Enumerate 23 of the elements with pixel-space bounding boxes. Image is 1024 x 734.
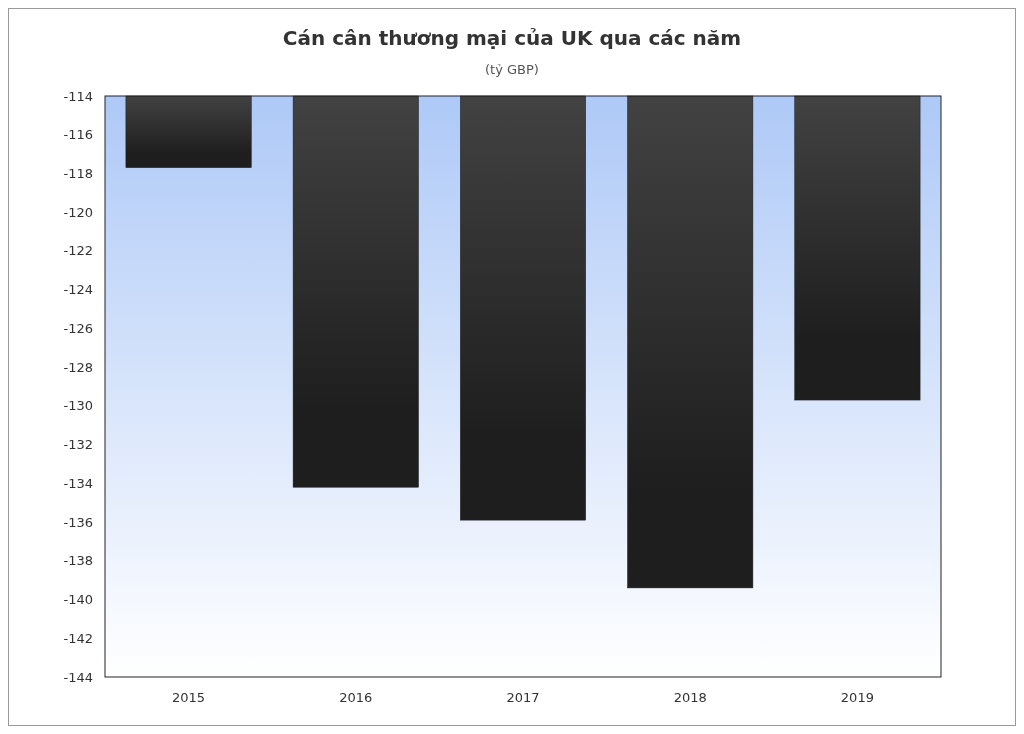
y-tick-label: -142 xyxy=(63,630,93,646)
y-tick-label: -118 xyxy=(63,166,93,182)
chart-title: Cán cân thương mại của UK qua các năm xyxy=(282,26,742,50)
y-tick-label: -140 xyxy=(63,592,93,608)
y-tick-label: -128 xyxy=(63,359,93,375)
x-tick-label: 2019 xyxy=(840,690,874,705)
chart-subtitle: (tỷ GBP) xyxy=(485,62,539,77)
y-tick-label: -130 xyxy=(63,398,93,414)
x-tick-label: 2016 xyxy=(339,690,373,705)
y-tick-label: -138 xyxy=(63,553,93,569)
y-tick-label: -122 xyxy=(63,243,93,259)
y-tick-label: -134 xyxy=(63,475,93,491)
x-tick-label: 2018 xyxy=(673,690,707,705)
y-tick-label: -124 xyxy=(63,282,93,298)
x-tick-label: 2015 xyxy=(172,690,206,705)
y-tick-label: -126 xyxy=(63,320,93,336)
y-tick-label: -136 xyxy=(63,514,93,530)
y-tick-label: -120 xyxy=(63,204,93,220)
y-tick-label: -116 xyxy=(63,127,93,143)
y-tick-label: -114 xyxy=(63,88,93,104)
y-tick-label: -144 xyxy=(63,669,93,685)
y-tick-label: -132 xyxy=(63,437,93,453)
x-tick-label: 2017 xyxy=(506,690,540,705)
